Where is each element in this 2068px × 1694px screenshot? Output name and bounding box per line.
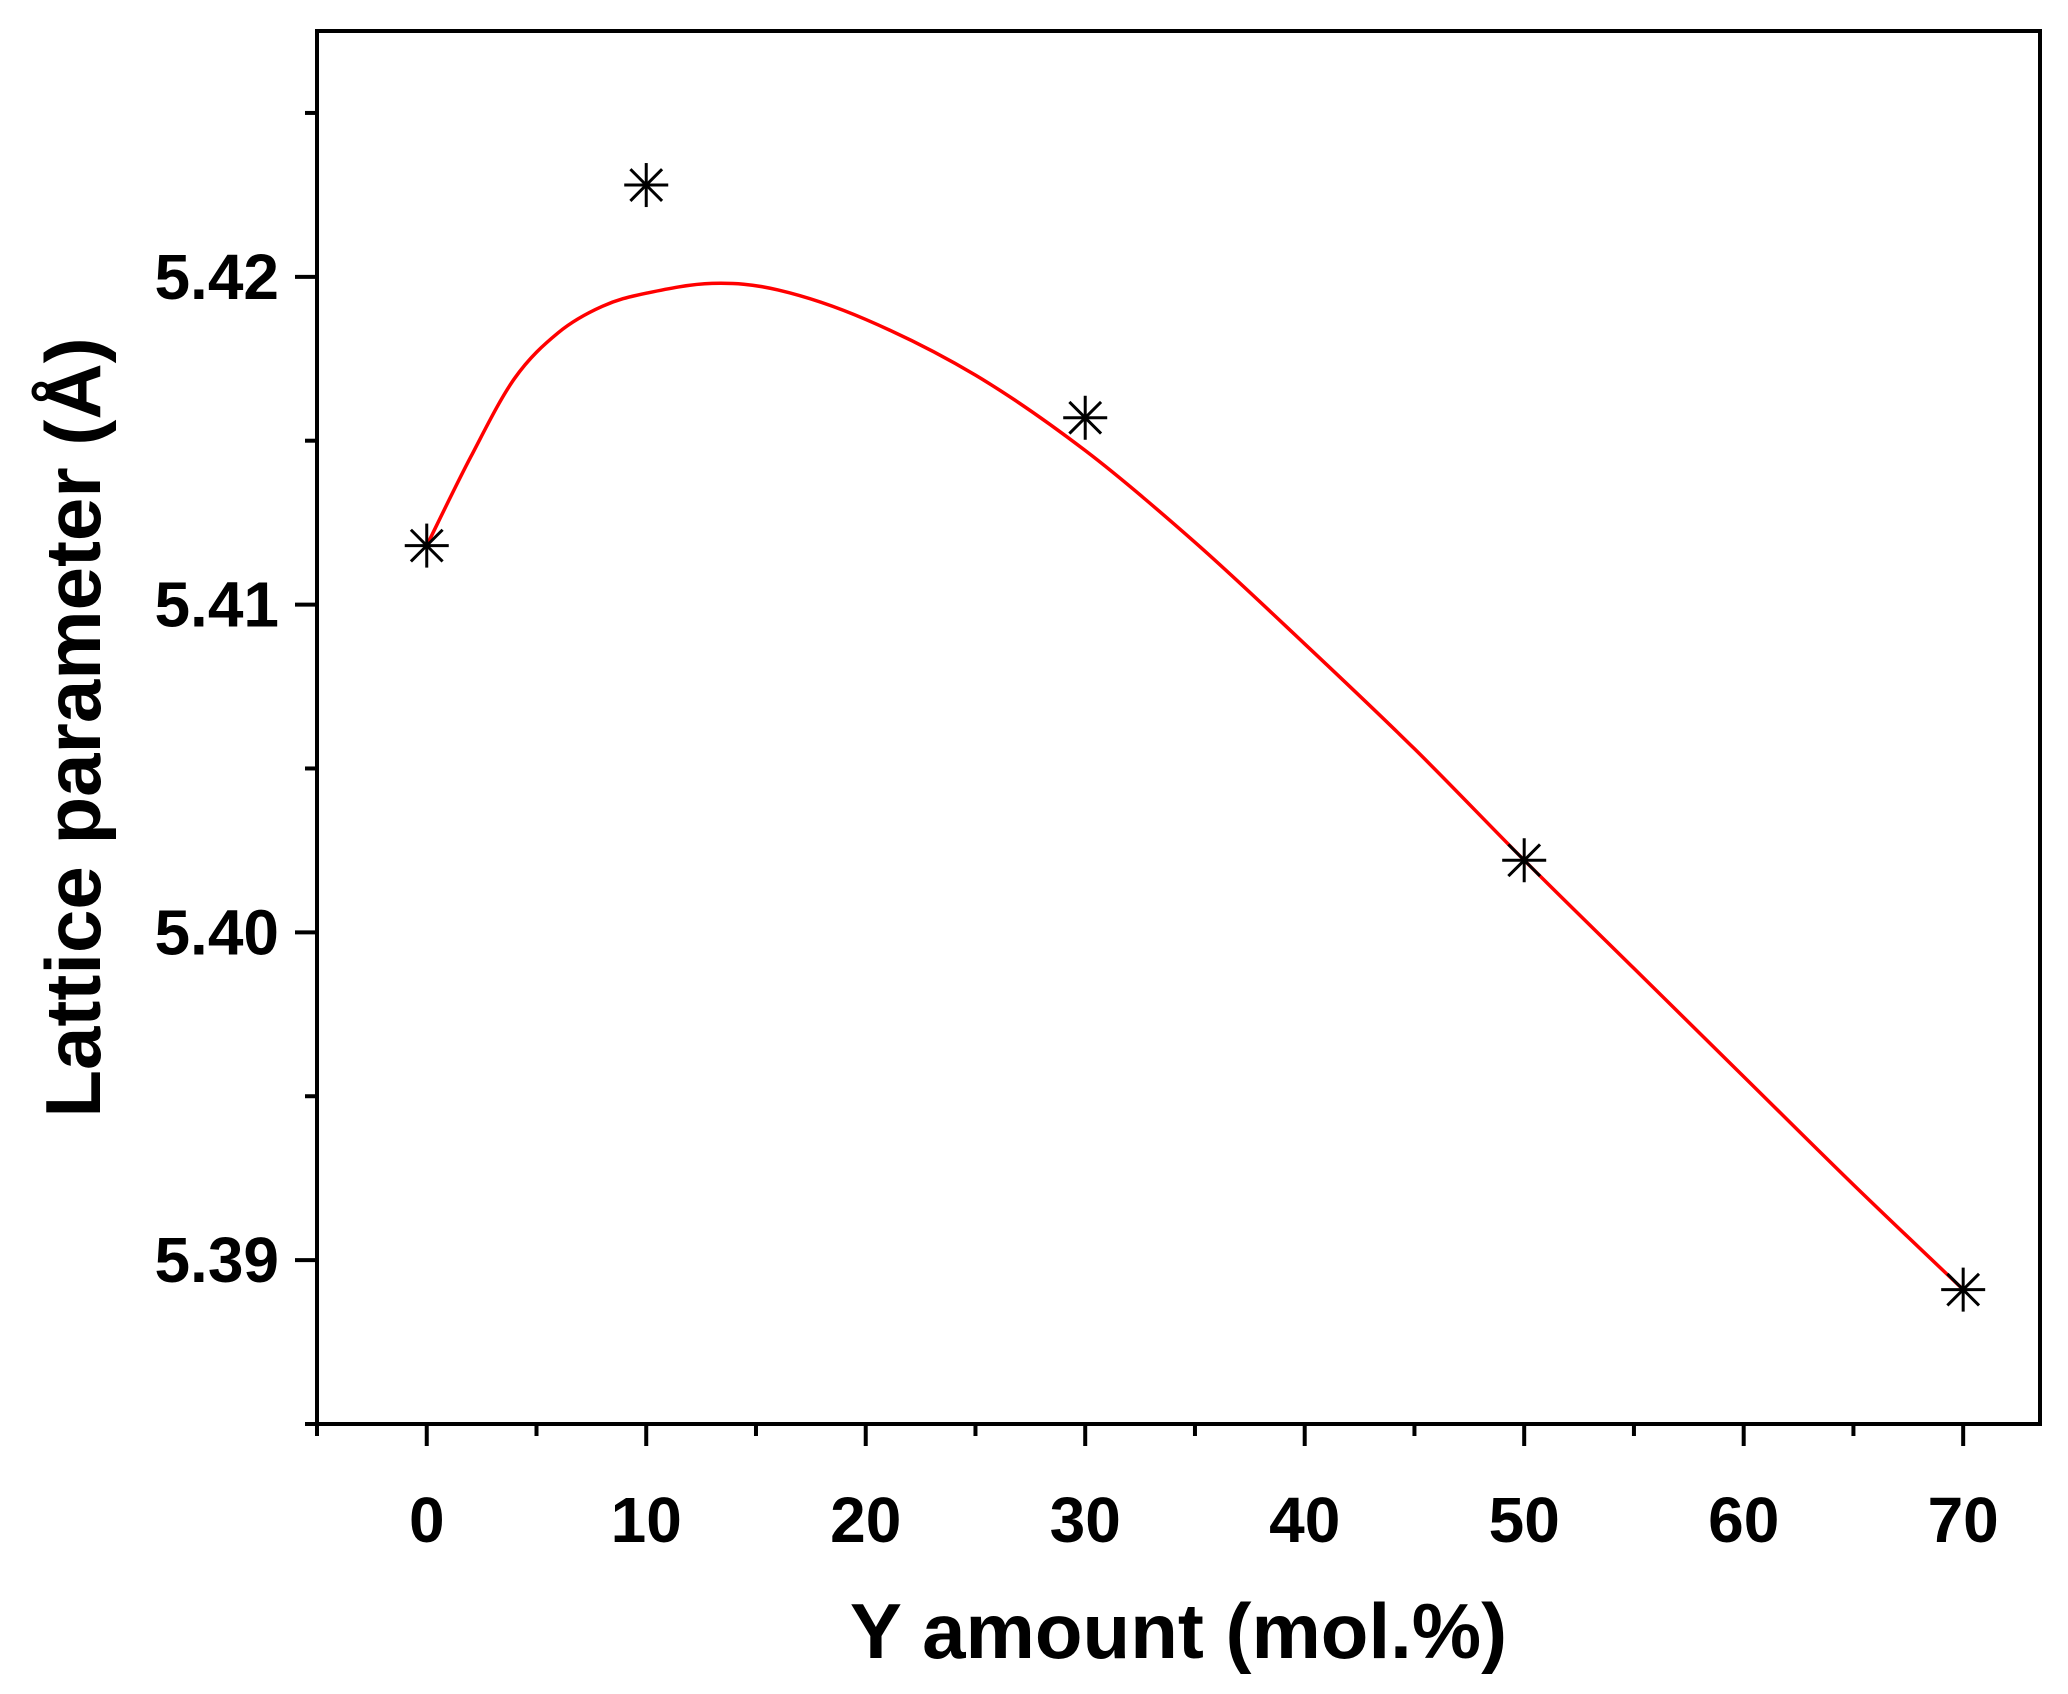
plot-frame: [315, 29, 2042, 1426]
data-point-asterisk: [624, 163, 669, 208]
data-point-asterisk: [1063, 395, 1108, 440]
asterisk-stroke: [629, 168, 664, 202]
x-axis-title: Y amount (mol.%): [850, 1587, 1507, 1675]
y-axis-title: Lattice parameter (Å): [29, 337, 117, 1117]
x-tick-label: 70: [1928, 1484, 1999, 1556]
data-point-asterisk: [1941, 1267, 1986, 1312]
x-tick-label: 0: [409, 1484, 445, 1556]
x-tick-label: 20: [830, 1484, 901, 1556]
x-tick-label: 10: [611, 1484, 682, 1556]
asterisk-stroke: [409, 528, 444, 563]
x-tick-label: 40: [1269, 1484, 1340, 1556]
asterisk-stroke: [1507, 843, 1542, 878]
fit-curve-line: [425, 281, 1965, 1291]
x-tick-label: 60: [1708, 1484, 1779, 1556]
data-point-asterisk: [1502, 838, 1547, 883]
axis-labels-layer: Y amount (mol.%) Lattice parameter (Å): [29, 337, 1507, 1675]
asterisk-stroke: [1946, 1272, 1981, 1307]
y-tick-label: 5.42: [154, 241, 279, 313]
y-tick-label: 5.39: [154, 1224, 279, 1296]
y-tick-label: 5.41: [154, 569, 279, 641]
asterisk-stroke: [1068, 400, 1103, 435]
y-tick-label: 5.40: [154, 896, 279, 968]
axis-ticks-layer: 0 10 20 30 40 50 60 70 5.39 5.40 5.41 5.42: [154, 110, 1999, 1556]
x-tick-label: 30: [1050, 1484, 1121, 1556]
plot-frame-layer: [315, 29, 2042, 1426]
fit-line-layer: [425, 281, 1965, 1291]
x-tick-label: 50: [1489, 1484, 1560, 1556]
data-point-asterisk: [404, 523, 449, 568]
data-points-layer: [404, 163, 1986, 1312]
